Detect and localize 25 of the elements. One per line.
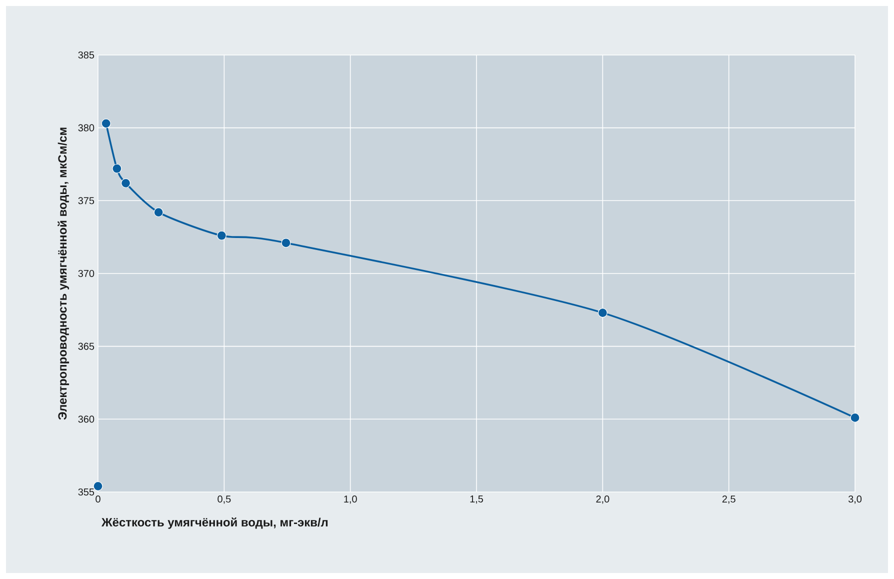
x-tick-label: 0,5 <box>218 496 231 504</box>
point <box>93 481 103 491</box>
x-axis-title: Жёсткость умягчённой воды, мг-экв/л <box>102 518 328 529</box>
y-tick-label: 355 <box>78 488 94 496</box>
x-tick-label: 0 <box>96 496 100 503</box>
y-tick-label: 385 <box>78 51 94 59</box>
point <box>112 164 122 174</box>
y-axis-title: Электропроводность умягчённой воды, мкСм/см <box>58 128 70 420</box>
x-tick-label: 2,0 <box>596 496 610 504</box>
point <box>216 230 226 240</box>
x-tick-label: 1,5 <box>470 496 484 504</box>
point <box>101 118 111 128</box>
point <box>120 178 131 188</box>
y-tick-label: 380 <box>78 124 94 132</box>
x-tick-label: 2,5 <box>722 496 736 504</box>
point <box>598 308 608 318</box>
y-tick-label: 360 <box>78 416 94 423</box>
x-tick-label: 3,0 <box>848 496 862 504</box>
y-tick-label: 375 <box>78 197 94 204</box>
point <box>154 208 164 218</box>
point <box>850 412 860 422</box>
point <box>281 238 291 248</box>
y-tick-label: 365 <box>78 342 94 350</box>
y-tick-label: 370 <box>78 270 94 278</box>
x-tick-label: 1,0 <box>344 496 357 504</box>
